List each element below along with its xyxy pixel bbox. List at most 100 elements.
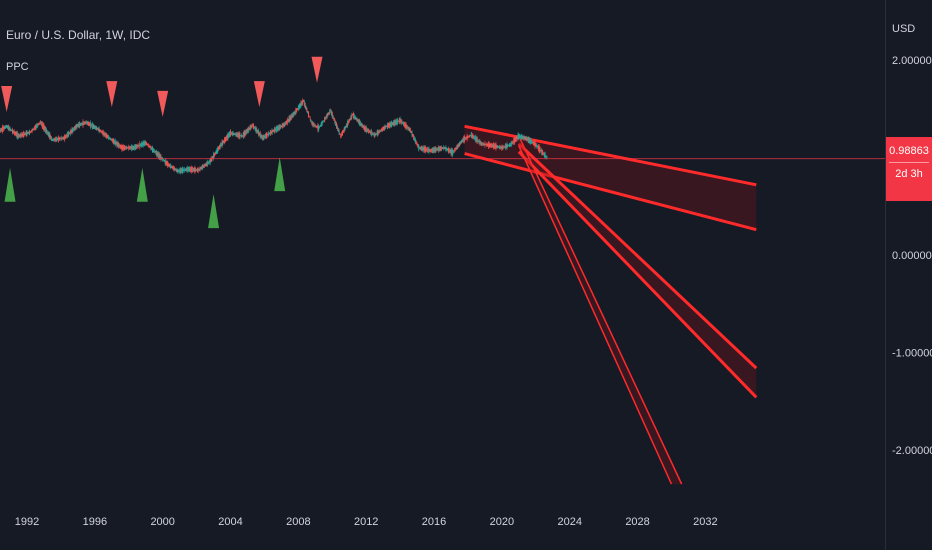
candle-body <box>314 124 316 127</box>
candle-body <box>381 127 383 132</box>
symbol-title[interactable]: Euro / U.S. Dollar, 1W, IDC <box>6 28 151 42</box>
candle-body <box>421 147 423 151</box>
candle-body <box>317 124 319 131</box>
candle-body <box>87 121 89 126</box>
candle-body <box>84 122 86 124</box>
candle-body <box>522 136 524 140</box>
bar-countdown: 2d 3h <box>895 168 923 180</box>
candle-body <box>23 131 25 137</box>
candle-body <box>54 138 56 141</box>
candle-body <box>339 133 341 135</box>
candle-body <box>258 132 260 135</box>
candle-body <box>58 137 60 140</box>
candle-body <box>230 132 232 134</box>
candle-body <box>497 145 499 149</box>
candle-body <box>388 122 390 128</box>
candle-body <box>505 144 507 149</box>
candle-body <box>78 123 80 127</box>
candle-body <box>378 130 380 134</box>
candle-body <box>99 129 101 132</box>
candle-body <box>148 145 150 147</box>
candle-body <box>468 136 470 138</box>
candle-body <box>287 119 289 122</box>
candle-body <box>94 125 96 129</box>
candle-body <box>289 116 291 121</box>
candle-body <box>373 133 375 136</box>
candle-body <box>536 146 538 148</box>
candle-body <box>337 128 339 132</box>
candle-body <box>32 128 34 131</box>
candle-body <box>348 119 350 123</box>
candle-body <box>299 103 301 108</box>
y-axis[interactable]: 2.00000 0.00000 -1.00000 -2.00000 <box>892 55 932 457</box>
candle-body <box>50 136 52 139</box>
candle-body <box>192 168 194 171</box>
candle-body <box>140 143 142 146</box>
candle-body <box>106 133 108 139</box>
candle-body <box>135 144 137 150</box>
candle-body <box>369 130 371 133</box>
candle-body <box>321 120 323 126</box>
candle-body <box>53 137 55 142</box>
buy-signal-arrow <box>208 194 220 229</box>
candle-body <box>224 137 226 142</box>
candle-body <box>441 147 443 150</box>
candle-body <box>38 123 40 125</box>
candle-body <box>173 167 175 170</box>
candle-body <box>330 110 332 112</box>
buy-signal-arrow <box>4 167 16 202</box>
candle-body <box>356 117 358 122</box>
candle-body <box>143 141 145 146</box>
candle-body <box>538 145 540 152</box>
candle-body <box>417 144 419 148</box>
candle-body <box>15 131 17 137</box>
candle-body <box>218 144 220 150</box>
candle-body <box>68 132 70 135</box>
candle-body <box>216 148 218 154</box>
candle-body <box>280 125 282 129</box>
candle-body <box>365 126 367 132</box>
candle-body <box>127 147 129 149</box>
candle-body <box>357 119 359 122</box>
candle-body <box>69 130 71 135</box>
candle-body <box>145 141 147 145</box>
candle-body <box>191 167 193 173</box>
candle-body <box>264 134 266 138</box>
candle-body <box>443 147 445 149</box>
candle-body <box>328 112 330 115</box>
candle-body <box>73 128 75 131</box>
candle-body <box>491 143 493 148</box>
candle-body <box>438 147 440 151</box>
candle-body <box>255 127 257 132</box>
candle-body <box>331 112 333 118</box>
candle-body <box>115 141 117 145</box>
candle-body <box>1 126 3 132</box>
candle-body <box>124 145 126 151</box>
x-axis[interactable]: 1992 1996 2000 2004 2008 2012 2016 2020 2024 2028… <box>15 516 718 528</box>
candle-body <box>146 143 148 146</box>
candle-body <box>110 138 112 140</box>
candle-body <box>129 146 131 150</box>
indicator-label[interactable]: PPC <box>6 61 29 73</box>
candle-body <box>304 102 306 108</box>
candle-body <box>480 141 482 145</box>
candle-body <box>400 120 402 123</box>
candle-body <box>406 126 408 128</box>
candle-body <box>319 126 321 128</box>
candle-body <box>177 169 179 174</box>
candle-body <box>85 121 87 124</box>
candle-body <box>163 160 165 162</box>
candle-body <box>147 144 149 147</box>
y-tick-label: -2.00000 <box>892 445 932 457</box>
candle-body <box>291 114 293 119</box>
candle-body <box>5 125 7 129</box>
candle-body <box>202 164 204 170</box>
candle-body <box>49 133 51 139</box>
candle-body <box>343 128 345 132</box>
candle-body <box>391 122 393 126</box>
candle-body <box>448 148 450 153</box>
candle-body <box>534 141 536 147</box>
buy-signal-arrow <box>136 167 148 202</box>
candle-body <box>104 133 106 136</box>
